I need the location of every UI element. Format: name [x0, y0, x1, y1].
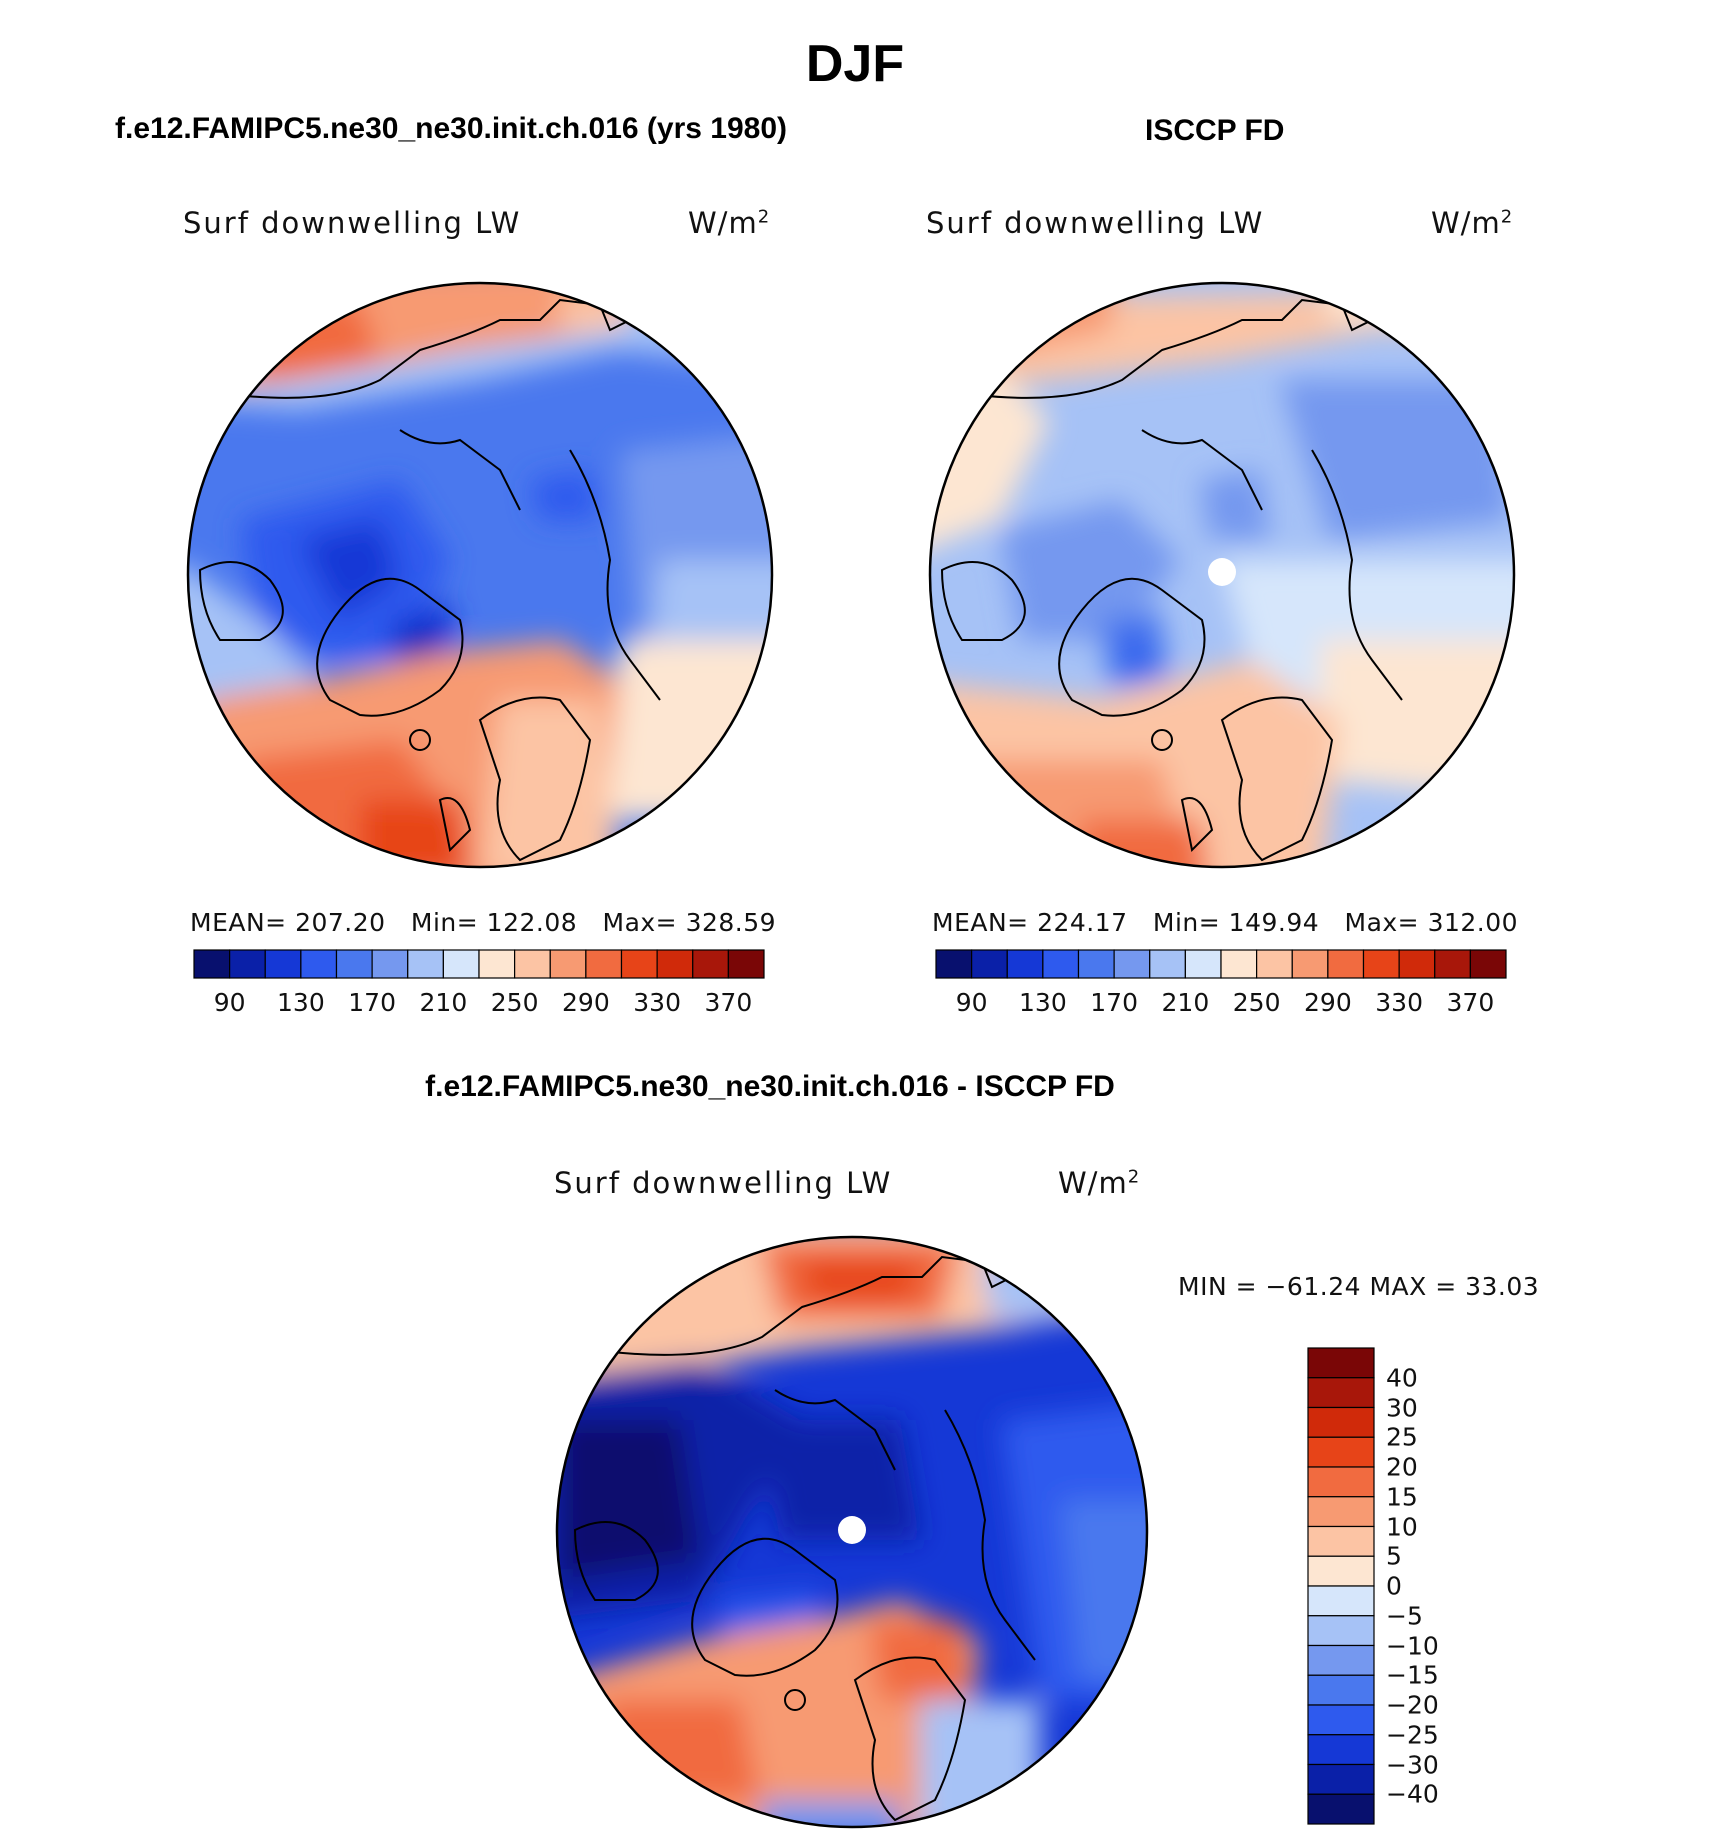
colorbar-swatch — [1042, 949, 1080, 979]
obs-colorbar — [935, 949, 1507, 979]
colorbar-swatch — [1307, 1436, 1375, 1468]
colorbar-tick-label: 250 — [1232, 988, 1281, 1017]
difference-polar-map — [555, 1235, 1149, 1829]
colorbar-tick-label: 15 — [1386, 1482, 1418, 1512]
colorbar-swatch — [1307, 1377, 1375, 1409]
colorbar-swatch — [1307, 1555, 1375, 1587]
model-units-label: W/m2 — [688, 206, 771, 240]
colorbar-tick-label: 250 — [490, 988, 539, 1017]
colorbar-tick-label: 10 — [1386, 1512, 1418, 1541]
colorbar-tick-label: 210 — [419, 988, 468, 1017]
colorbar-swatch — [1307, 1466, 1375, 1498]
colorbar-swatch — [1398, 949, 1436, 979]
colorbar-swatch — [1256, 949, 1293, 979]
colorbar-tick-label: −30 — [1386, 1750, 1439, 1779]
colorbar-tick-label: 330 — [1375, 988, 1423, 1017]
colorbar-swatch — [1307, 1763, 1375, 1795]
colorbar-tick-label: 170 — [348, 988, 396, 1017]
colorbar-swatch — [1362, 949, 1400, 979]
colorbar-tick-label: 130 — [1019, 988, 1067, 1017]
obs-units-label: W/m2 — [1431, 206, 1514, 240]
colorbar-swatch — [1307, 1525, 1375, 1557]
colorbar-tick-label: 170 — [1090, 988, 1138, 1017]
colorbar-tick-label: 370 — [1446, 988, 1495, 1017]
colorbar-swatch — [478, 949, 516, 979]
colorbar-swatch — [620, 949, 658, 979]
colorbar-swatch — [1307, 1585, 1375, 1617]
colorbar-tick-label: 40 — [1386, 1363, 1418, 1393]
colorbar-tick-label: 20 — [1386, 1452, 1418, 1482]
colorbar-tick-label: 210 — [1161, 988, 1210, 1017]
colorbar-swatch — [1149, 949, 1186, 979]
colorbar-swatch — [935, 949, 973, 979]
colorbar-swatch — [1307, 1496, 1375, 1528]
colorbar-swatch — [1006, 949, 1044, 979]
colorbar-swatch — [1307, 1644, 1375, 1676]
colorbar-swatch — [1113, 949, 1151, 979]
colorbar-swatch — [371, 949, 409, 979]
colorbar-swatch — [585, 949, 623, 979]
colorbar-swatch — [1307, 1674, 1375, 1706]
colorbar-swatch — [264, 949, 302, 979]
difference-variable-label: Surf downwelling LW — [554, 1166, 893, 1200]
colorbar-swatch — [549, 949, 587, 979]
colorbar-swatch — [229, 949, 266, 979]
colorbar-swatch — [442, 949, 480, 979]
colorbar-swatch — [692, 949, 729, 979]
colorbar-swatch — [1307, 1406, 1375, 1438]
colorbar-swatch — [407, 949, 444, 979]
colorbar-swatch — [1184, 949, 1222, 979]
colorbar-tick-label: −10 — [1386, 1631, 1439, 1660]
colorbar-swatch — [335, 949, 373, 979]
colorbar-swatch — [971, 949, 1008, 979]
obs-stats: MEAN= 224.17 Min= 149.94 Max= 312.00 — [932, 908, 1519, 937]
colorbar-swatch — [656, 949, 694, 979]
colorbar-swatch — [1307, 1615, 1375, 1647]
colorbar-swatch — [1307, 1704, 1375, 1736]
colorbar-tick-label: 25 — [1386, 1422, 1418, 1452]
colorbar-swatch — [193, 949, 231, 979]
colorbar-tick-label: 90 — [955, 988, 988, 1017]
colorbar-swatch — [1220, 949, 1258, 979]
difference-units-label: W/m2 — [1058, 1166, 1141, 1200]
colorbar-swatch — [1291, 949, 1329, 979]
colorbar-swatch — [514, 949, 551, 979]
difference-minmax: MIN = −61.24 MAX = 33.03 — [1178, 1272, 1540, 1301]
colorbar-tick-label: −5 — [1386, 1601, 1423, 1631]
colorbar-tick-label: −15 — [1386, 1660, 1439, 1690]
model-panel-title: f.e12.FAMIPC5.ne30_ne30.init.ch.016 (yrs… — [115, 112, 787, 145]
colorbar-tick-label: −20 — [1386, 1690, 1439, 1720]
obs-panel-title: ISCCP FD — [1145, 114, 1285, 147]
colorbar-swatch — [300, 949, 338, 979]
colorbar-swatch — [727, 949, 765, 979]
colorbar-swatch — [1469, 949, 1507, 979]
model-colorbar — [193, 949, 765, 979]
model-variable-label: Surf downwelling LW — [183, 206, 522, 240]
colorbar-tick-label: 330 — [633, 988, 681, 1017]
colorbar-tick-label: 30 — [1386, 1393, 1418, 1422]
model-polar-map — [186, 281, 774, 869]
colorbar-tick-label: 290 — [562, 988, 610, 1017]
figure-title: DJF — [805, 35, 905, 93]
colorbar-tick-label: 130 — [277, 988, 325, 1017]
obs-polar-map — [928, 281, 1516, 869]
obs-variable-label: Surf downwelling LW — [926, 206, 1265, 240]
colorbar-tick-label: 5 — [1386, 1541, 1402, 1571]
colorbar-tick-label: 290 — [1304, 988, 1352, 1017]
colorbar-swatch — [1327, 949, 1365, 979]
colorbar-swatch — [1307, 1793, 1375, 1825]
colorbar-tick-label: −40 — [1386, 1779, 1439, 1809]
colorbar-tick-label: 0 — [1386, 1571, 1402, 1601]
colorbar-swatch — [1307, 1734, 1375, 1766]
colorbar-tick-label: 90 — [213, 988, 246, 1017]
difference-panel-title: f.e12.FAMIPC5.ne30_ne30.init.ch.016 - IS… — [425, 1070, 1115, 1103]
colorbar-tick-label: 370 — [704, 988, 753, 1017]
difference-colorbar — [1307, 1347, 1375, 1825]
colorbar-swatch — [1077, 949, 1115, 979]
colorbar-tick-label: −25 — [1386, 1720, 1439, 1750]
model-stats: MEAN= 207.20 Min= 122.08 Max= 328.59 — [190, 908, 777, 937]
colorbar-swatch — [1434, 949, 1471, 979]
colorbar-swatch — [1307, 1347, 1375, 1379]
